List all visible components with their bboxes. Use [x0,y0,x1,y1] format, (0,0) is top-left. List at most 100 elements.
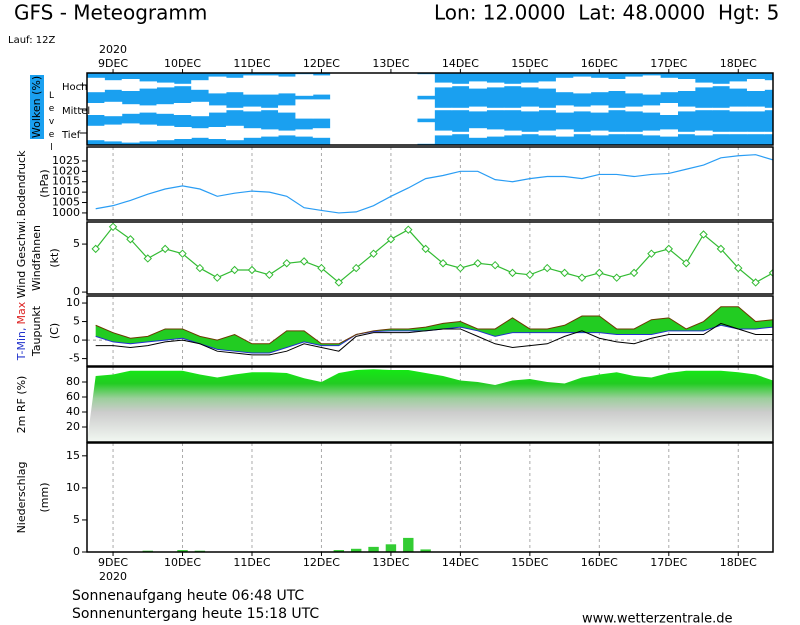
wind-speed-marker [681,259,691,268]
y-tick-label: 60 [66,390,80,403]
wind-speed-marker [108,222,118,232]
cloud-cover [382,121,401,145]
cloud-cover [764,80,773,90]
cloud-cover [295,74,314,96]
x-tick-label: 9DEC [98,57,128,70]
y-axis-label: (kt) [48,248,61,267]
wind-speed-marker [299,257,309,266]
y-tick-label: 0 [73,545,80,558]
x-tick-label: 11DEC [233,556,270,569]
cloud-cover [191,101,210,117]
wind-speed-marker [508,268,517,278]
level-axis-label: Level [47,91,57,156]
cloud-cover [625,106,644,112]
cloud-cover [538,81,557,89]
cloud-cover [694,107,713,111]
cloud-cover [712,83,731,87]
cloud-cover [608,131,626,135]
x-tick-label: 17DEC [650,57,687,70]
wind-speed-marker [160,244,170,254]
wind-speed-marker [699,230,708,239]
x-tick-label: 15DEC [511,57,548,70]
label-box [30,75,44,139]
panel-border [86,295,774,367]
wind-speed-marker [265,270,274,280]
wind-speed-marker [91,244,100,254]
cloud-cover [590,130,609,136]
series-label: Max [15,301,28,324]
wind-speed-marker [438,259,448,268]
wind-speed-marker [716,244,726,254]
cloud-cover [694,130,713,136]
precipitation-bar [385,544,397,552]
wind-speed-marker [282,259,291,268]
panel-border [86,146,774,221]
y-tick-label: 0 [73,285,80,298]
x-tick-label: 9DEC [98,556,128,569]
y-axis-label: Taupunkt [30,305,43,357]
cloud-cover [260,129,279,137]
cloud-cover [139,105,157,113]
sunrise: Sonnenaufgang heute 06:48 UTC [72,588,304,604]
cloud-cover [243,128,262,138]
cloud-cover [677,79,696,91]
cloud-cover [156,104,175,114]
wind-speed-marker [230,265,239,275]
wind-speed-marker [490,260,500,270]
cloud-cover [642,105,661,113]
cloud-cover [608,107,626,111]
y-tick-label: 40 [66,405,80,418]
cloud-cover [573,106,592,112]
y-tick-label: 10 [66,296,80,309]
cloud-cover [555,129,574,137]
precipitation-bar [420,549,431,552]
wind-speed-marker [734,263,743,273]
cloud-cover [503,107,522,111]
cloud-cover [347,97,366,121]
wind-speed-marker [456,263,465,273]
x-tick-label: 10DEC [164,556,201,569]
cloud-cover [156,125,175,141]
cloud-cover [225,125,244,141]
wind-speed-marker [334,278,344,287]
panel-border [86,221,774,295]
wind-speed-marker [178,249,187,258]
wind-speed-marker [664,244,674,254]
cloud-cover [642,130,661,136]
wind-speed-marker [421,244,430,254]
y-tick-label: 1005 [52,196,80,209]
cloud-cover [347,73,366,97]
cloud-cover [278,76,296,94]
y-tick-label: 5 [73,513,80,526]
cloud-cover [330,73,349,97]
wind-speed-marker [525,270,535,280]
y-tick-label: 5 [73,315,80,328]
y-axis-label: Windfahnen [30,225,43,291]
cloud-cover [382,73,401,97]
cloud-cover [104,80,123,90]
cloud-cover [87,103,105,115]
precipitation-bar [368,546,379,552]
x-tick-label: 13DEC [372,57,409,70]
precipitation-bar [333,550,345,552]
cloud-cover [469,106,487,112]
cloud-cover [642,75,661,95]
cloud-cover [121,79,140,91]
cloud-cover [451,131,470,135]
plot-area [87,73,773,552]
y-tick-label: 1015 [52,175,80,188]
x-tick-label: 13DEC [372,556,409,569]
wind-speed-marker [195,263,205,273]
cloud-cover [173,83,192,87]
run-label: Lauf: 12Z [8,35,55,46]
wind-speed-marker [560,268,569,278]
cloud-cover [729,131,748,135]
cloud-cover [434,107,453,111]
cloud-cover [746,79,765,91]
cloud-cover [243,75,262,95]
cloud-cover [191,80,210,90]
humidity-area [87,369,773,442]
cloud-cover [590,77,609,93]
cloud-cover [399,73,418,97]
cloud-cover [608,79,626,91]
